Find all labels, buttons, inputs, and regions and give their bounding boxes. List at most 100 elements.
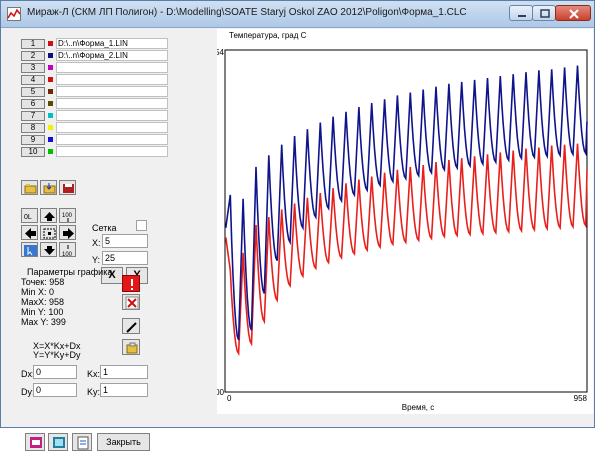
color-swatch[interactable]: [48, 53, 53, 58]
grid-y-input[interactable]: 25: [102, 251, 148, 265]
temperature-chart: Температура, град С Время, с 454 1000 958: [217, 31, 588, 412]
file-number-button[interactable]: 2: [21, 51, 45, 61]
maximize-icon: [540, 9, 550, 18]
kx-label: Kx:: [87, 369, 101, 379]
pencil-icon: [126, 322, 137, 333]
copy-icon: [126, 342, 138, 354]
file-number-button[interactable]: 1: [21, 39, 45, 49]
dy-label: Dy:: [21, 387, 35, 397]
edit-button[interactable]: [122, 318, 140, 334]
file-number-button[interactable]: 5: [21, 87, 45, 97]
zoom-reset-button[interactable]: 0L: [21, 208, 38, 223]
grid-y-label: Y:: [92, 255, 101, 265]
formula-y: Y=Y*Ky+Dy: [33, 350, 81, 360]
open-file-button[interactable]: [21, 180, 38, 195]
scale-100-button[interactable]: 100: [59, 208, 76, 223]
x-tick-label: 958: [574, 394, 588, 403]
info-button[interactable]: [122, 275, 140, 292]
ky-input[interactable]: 1: [100, 383, 148, 397]
x-tick-label: 0: [227, 394, 232, 403]
color-swatch[interactable]: [48, 77, 53, 82]
file-number-button[interactable]: 8: [21, 123, 45, 133]
file-number-button[interactable]: 7: [21, 111, 45, 121]
min-y-value: Min Y: 100: [21, 307, 64, 317]
load-file-button[interactable]: [40, 180, 57, 195]
ky-label: Ky:: [87, 387, 101, 397]
plot-area: Температура, град С Время, с 454 1000 958: [217, 29, 593, 414]
close-icon: [569, 9, 579, 19]
copy-button[interactable]: [122, 339, 140, 355]
grid-x-label: X:: [92, 238, 101, 248]
grid-checkbox[interactable]: [136, 220, 147, 231]
color-swatch[interactable]: [48, 125, 53, 130]
arrow-up-icon: [44, 212, 55, 221]
color-swatch[interactable]: [48, 65, 53, 70]
close-window-button[interactable]: [555, 5, 591, 21]
svg-text:100: 100: [62, 213, 73, 219]
exclamation-icon: [131, 279, 133, 290]
delete-button[interactable]: [122, 294, 140, 310]
file-name-field[interactable]: D:\..n\Форма_2.LIN: [56, 50, 168, 61]
folder-arrow-icon: [43, 183, 56, 194]
minimize-icon: [518, 15, 526, 17]
export-image-button[interactable]: [48, 433, 68, 451]
clipboard-icon: [77, 436, 89, 450]
color-swatch[interactable]: [48, 89, 53, 94]
save-file-button[interactable]: [59, 180, 76, 195]
max-x-value: MaxX: 958: [21, 297, 65, 307]
fit-button[interactable]: [40, 225, 57, 240]
file-name-field[interactable]: [56, 98, 168, 109]
app-icon: [7, 7, 21, 21]
kx-input[interactable]: 1: [100, 365, 148, 379]
pan-right-button[interactable]: [59, 225, 76, 240]
file-number-button[interactable]: 9: [21, 135, 45, 145]
file-name-field[interactable]: [56, 110, 168, 121]
file-name-field[interactable]: [56, 146, 168, 157]
file-name-field[interactable]: [56, 62, 168, 73]
svg-text:100: 100: [62, 252, 73, 258]
pointer-icon: [24, 245, 37, 256]
y-tick-label: 454: [217, 48, 225, 57]
close-button[interactable]: Закрыть: [97, 433, 150, 451]
file-number-button[interactable]: 3: [21, 63, 45, 73]
dy-input[interactable]: 0: [33, 383, 77, 397]
file-name-field[interactable]: [56, 74, 168, 85]
select-button[interactable]: [21, 242, 38, 257]
pan-left-button[interactable]: [21, 225, 38, 240]
title-bar: Мираж-Л (СКМ ЛП Полигон) - D:\Modelling\…: [1, 1, 594, 28]
x-axis-gap: [225, 395, 277, 409]
grid-x-input[interactable]: 5: [102, 234, 148, 248]
max-y-value: Max Y: 399: [21, 317, 66, 327]
save-icon: [63, 184, 74, 193]
scale-down-button[interactable]: 100: [59, 242, 76, 258]
file-number-button[interactable]: 6: [21, 99, 45, 109]
file-name-field[interactable]: [56, 122, 168, 133]
file-number-button[interactable]: 4: [21, 75, 45, 85]
delete-icon: [125, 296, 139, 310]
file-number-button[interactable]: 10: [21, 147, 45, 157]
scale-100-icon: 100: [62, 213, 73, 222]
control-panel: 1 D:\..n\Форма_1.LIN 2 D:\..n\Форма_2.LIN 3 4…: [1, 28, 215, 451]
dx-input[interactable]: 0: [33, 365, 77, 379]
fit-icon: [43, 228, 56, 239]
image-icon: [53, 437, 65, 448]
color-swatch[interactable]: [48, 149, 53, 154]
arrow-down-icon: [44, 246, 55, 255]
color-swatch[interactable]: [48, 113, 53, 118]
maximize-button[interactable]: [532, 5, 556, 21]
pan-up-button[interactable]: [40, 208, 57, 223]
color-swatch[interactable]: [48, 137, 53, 142]
color-swatch[interactable]: [48, 101, 53, 106]
series-line: [225, 65, 588, 341]
zoom-reset-icon: 0L: [24, 214, 32, 221]
pan-down-button[interactable]: [40, 242, 57, 257]
print-button[interactable]: [25, 433, 45, 451]
file-name-field[interactable]: [56, 134, 168, 145]
minimize-button[interactable]: [509, 5, 533, 21]
clipboard-button[interactable]: [72, 433, 92, 451]
file-name-field[interactable]: [56, 86, 168, 97]
file-name-field[interactable]: D:\..n\Форма_1.LIN: [56, 38, 168, 49]
print-icon: [30, 437, 42, 448]
color-swatch[interactable]: [48, 41, 53, 46]
